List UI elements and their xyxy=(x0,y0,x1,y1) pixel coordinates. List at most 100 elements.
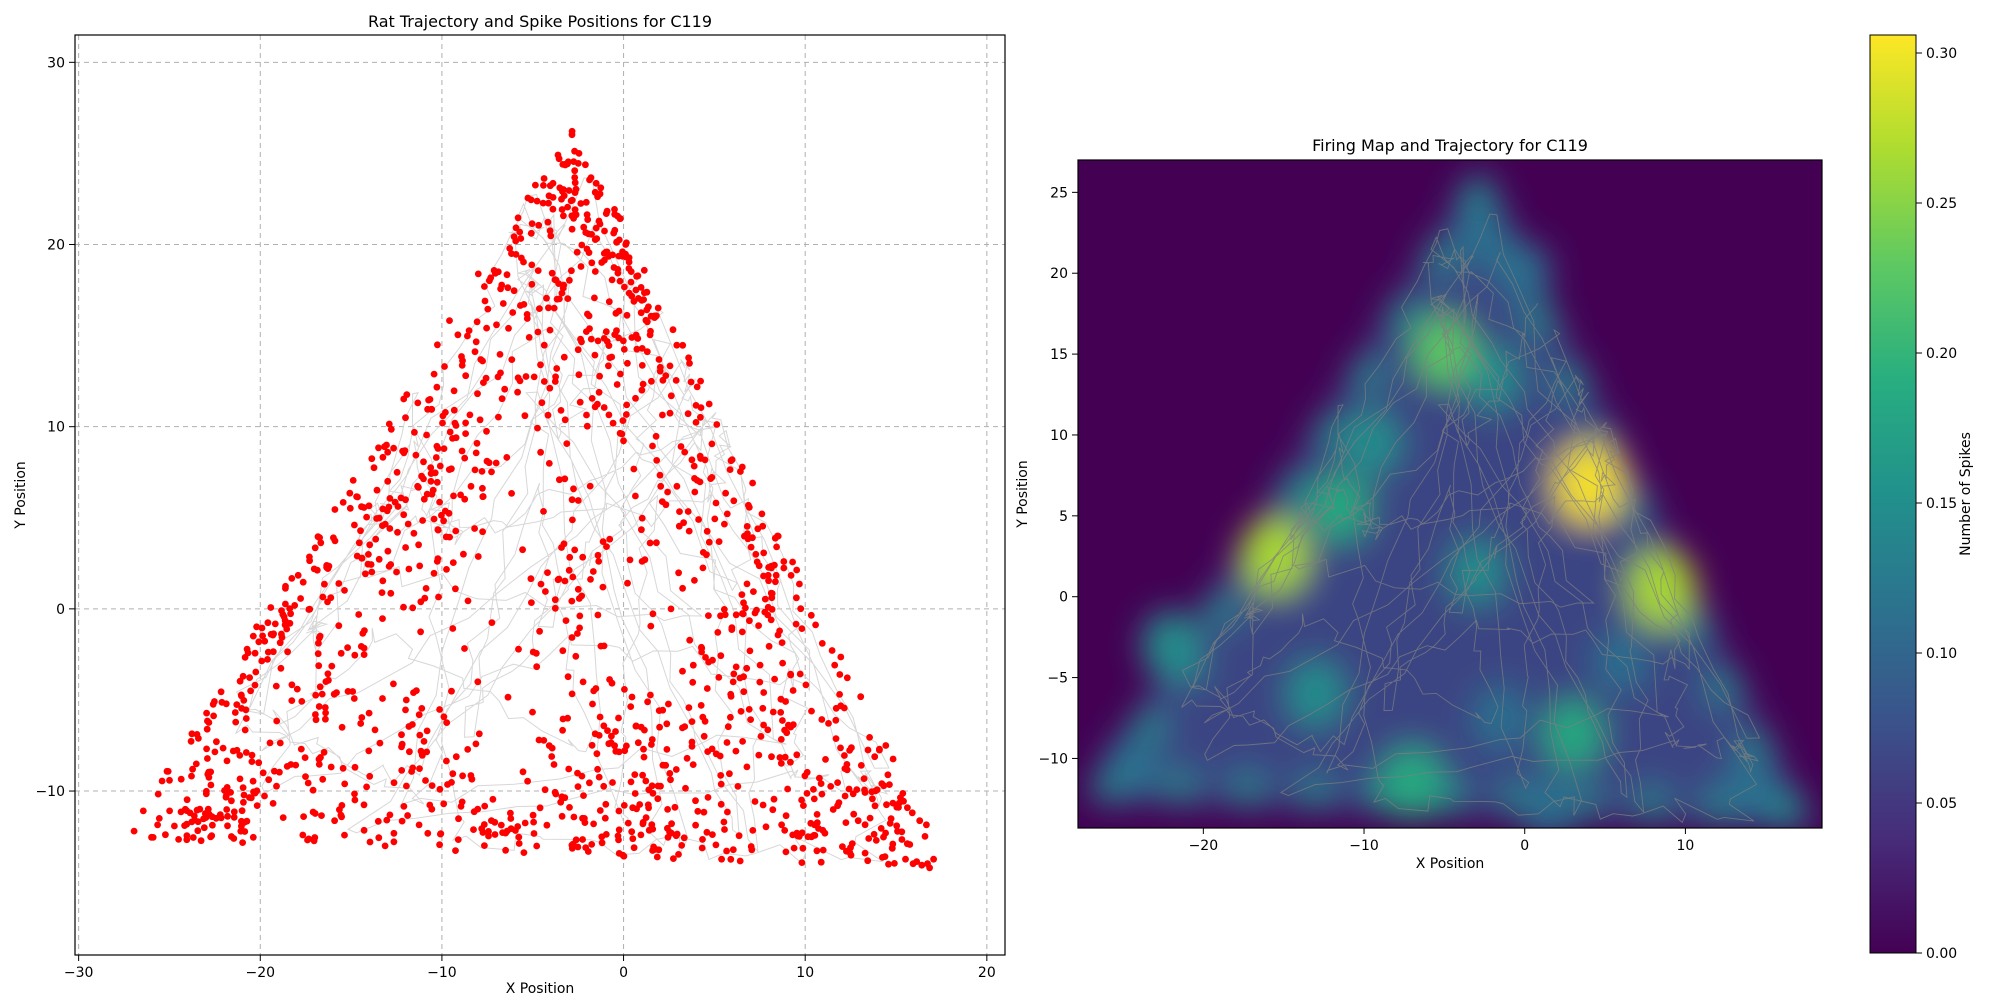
spike-point xyxy=(636,801,644,808)
left-x-tick-label: −20 xyxy=(246,965,276,981)
spike-point xyxy=(378,589,386,596)
spike-point xyxy=(594,611,602,619)
spike-point xyxy=(583,411,590,419)
spike-point xyxy=(492,459,500,467)
spike-point xyxy=(361,627,368,634)
spike-point xyxy=(640,745,647,753)
spike-point xyxy=(189,765,197,773)
spike-point xyxy=(301,754,309,761)
right-y-tick-label: 0 xyxy=(1059,590,1068,606)
spike-point xyxy=(663,746,671,753)
spike-point xyxy=(568,196,576,204)
spike-point xyxy=(506,245,514,252)
spike-point xyxy=(595,558,603,565)
spike-point xyxy=(558,206,566,213)
spike-point xyxy=(512,224,520,232)
spike-point xyxy=(202,814,210,821)
spike-point xyxy=(687,378,695,386)
right-trajectory-lines xyxy=(1181,213,1761,824)
spike-point xyxy=(709,831,716,838)
heatmap-hotspot xyxy=(1343,409,1401,477)
spike-point xyxy=(514,374,522,382)
left-y-tick-label: 10 xyxy=(47,420,65,436)
spike-point xyxy=(418,472,425,480)
spike-point xyxy=(654,795,662,803)
spike-point xyxy=(390,680,397,688)
spike-point xyxy=(335,580,343,587)
spike-point xyxy=(433,558,441,565)
spike-point xyxy=(696,478,704,486)
colorbar-tick-label: 0.10 xyxy=(1926,646,1957,662)
spike-point xyxy=(601,814,609,822)
spike-point xyxy=(780,564,788,572)
spike-point xyxy=(761,595,769,603)
spike-point xyxy=(533,842,541,850)
spike-point xyxy=(582,229,590,236)
spike-point xyxy=(798,829,806,837)
spike-point xyxy=(224,822,231,830)
spike-point xyxy=(339,764,347,772)
spike-point xyxy=(315,755,323,763)
spike-point xyxy=(491,831,499,838)
spike-point xyxy=(548,269,556,277)
spike-point xyxy=(452,847,459,854)
spike-point xyxy=(528,280,536,288)
spike-point xyxy=(571,167,579,175)
spike-point xyxy=(572,836,580,844)
spike-point xyxy=(889,755,897,763)
spike-point xyxy=(305,606,313,613)
spike-point xyxy=(926,864,933,872)
spike-point xyxy=(385,420,393,428)
spike-point xyxy=(412,451,420,459)
spike-point xyxy=(743,763,751,771)
spike-point xyxy=(834,779,841,786)
spike-point xyxy=(557,407,565,414)
spike-point xyxy=(727,457,735,465)
spike-point xyxy=(561,577,569,585)
spike-point xyxy=(631,790,639,797)
spike-point xyxy=(344,644,351,651)
spike-point xyxy=(615,748,623,756)
spike-point xyxy=(872,837,880,844)
spike-point xyxy=(882,829,889,837)
spike-point xyxy=(705,400,713,408)
spike-point xyxy=(540,182,547,189)
spike-point xyxy=(587,174,595,182)
spike-point xyxy=(316,634,323,642)
spike-point xyxy=(375,834,383,842)
spike-point xyxy=(204,770,212,778)
spike-point xyxy=(497,285,504,293)
spike-point xyxy=(449,435,456,442)
spike-point xyxy=(264,619,272,627)
spike-point xyxy=(727,693,735,700)
heatmap-edge-blob xyxy=(1227,769,1268,810)
spike-point xyxy=(697,455,705,462)
spike-point xyxy=(479,528,486,536)
spike-point xyxy=(885,860,892,868)
spike-point xyxy=(665,700,672,708)
spike-point xyxy=(598,833,606,841)
spike-point xyxy=(637,831,645,839)
spike-point xyxy=(732,611,740,619)
spike-point xyxy=(482,374,490,382)
spike-point xyxy=(454,836,462,843)
spike-point xyxy=(468,775,476,783)
spike-point xyxy=(530,830,538,837)
spike-point xyxy=(756,678,764,686)
spike-point xyxy=(692,821,699,829)
spike-point xyxy=(483,427,490,435)
spike-point xyxy=(596,372,603,380)
spike-point xyxy=(299,578,307,586)
spike-point xyxy=(893,822,901,830)
spike-point xyxy=(317,539,325,547)
spike-point xyxy=(684,410,692,418)
spike-point xyxy=(727,713,734,721)
spike-point xyxy=(837,744,844,752)
right-plot: −20 −10 0 10 −10 −5 0 5 10 15 20 25 Firing Map and… xyxy=(1015,136,1823,872)
spike-point xyxy=(760,721,767,729)
spike-point xyxy=(188,772,195,780)
spike-point xyxy=(810,795,818,803)
spike-point xyxy=(759,522,767,530)
spike-point xyxy=(659,761,667,769)
spike-point xyxy=(886,781,893,788)
